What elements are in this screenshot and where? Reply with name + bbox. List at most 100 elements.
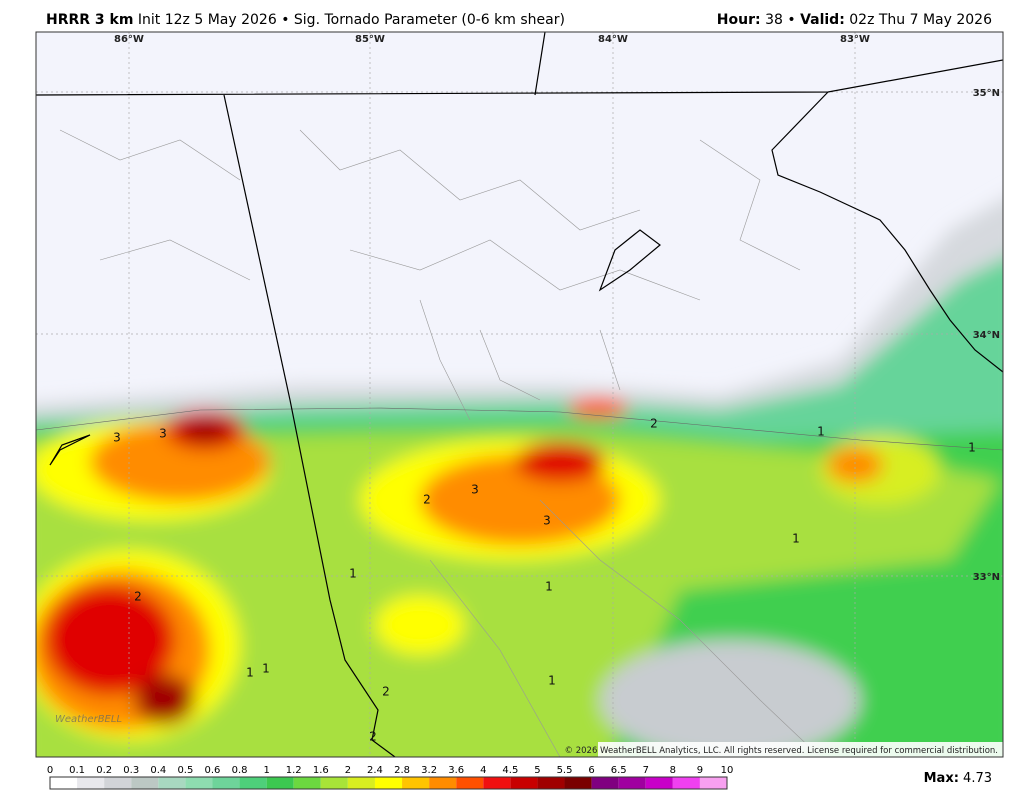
lat-label: 35°N [973,88,1000,99]
contour-label: 2 [650,417,658,431]
colorbar-swatch [50,777,78,789]
colorbar-tick-label: 0.3 [123,765,139,776]
contour-label: 3 [113,431,121,445]
contour-label: 3 [471,483,479,497]
colorbar-swatch [347,777,375,789]
lon-label: 83°W [840,34,870,45]
max-value: 4.73 [963,771,992,786]
colorbar-swatch [239,777,267,789]
state-borders [36,32,1003,757]
colorbar-tick-label: 2.8 [394,765,410,776]
colorbar-swatch [483,777,511,789]
colorbar-tick-label: 4.5 [502,765,518,776]
colorbar-tick-label: 0.1 [69,765,85,776]
separator: • [787,12,795,28]
colorbar-swatch [672,777,700,789]
colorbar-swatch [212,777,240,789]
colorbar-swatch [591,777,619,789]
colorbar-tick-label: 0.4 [150,765,166,776]
max-label: Max: [924,771,959,786]
header-left: HRRR 3 km Init 12z 5 May 2026 • Sig. Tor… [46,12,565,28]
colorbar-tick-label: 0.6 [205,765,221,776]
map-frame [35,31,1004,758]
contour-label: 2 [369,730,377,744]
colorbar-tick-label: 2.4 [367,765,383,776]
hour: 38 [765,12,783,28]
colorbar-swatch [320,777,348,789]
contour-label: 2 [134,590,142,604]
contour-label: 1 [246,666,254,680]
colorbar-tick-label: 6.5 [611,765,627,776]
product: Sig. Tornado Parameter (0-6 km shear) [294,12,565,28]
colorbar-tick-label: 3.2 [421,765,437,776]
max: Max: 4.73 [924,771,992,786]
init: Init 12z 5 May 2026 [138,12,277,28]
colorbar-swatch [564,777,592,789]
colorbar-tick-label: 1 [263,765,269,776]
colorbar-tick-label: 0 [47,765,53,776]
colorbar-swatch [429,777,457,789]
colorbar-tick-label: 4 [480,765,486,776]
colorbar-swatch [402,777,430,789]
separator: • [281,12,289,28]
colorbar-swatch [293,777,321,789]
colorbar: 0 0.1 0.2 0.3 0.4 0.5 0.6 0.8 1 1.2 1.6 2 2.4 2.8 3.2 3… [47,765,734,790]
colorbar-swatch [699,777,727,789]
contour-label: 2 [423,493,431,507]
valid: 02z Thu 7 May 2026 [849,12,992,28]
colorbar-tick-label: 1.6 [313,765,329,776]
colorbar-tick-label: 10 [721,765,734,776]
lat-label: 34°N [973,330,1000,341]
county-lines [36,129,1003,757]
colorbar-swatch [266,777,294,789]
valid-label: Valid: [800,12,845,28]
colorbar-tick-label: 6 [588,765,594,776]
colorbar-swatch [618,777,646,789]
contour-labels: 3 3 2 3 3 2 1 1 1 2 1 1 1 1 1 2 2 [113,417,976,744]
lat-label: 33°N [973,572,1000,583]
lon-label: 85°W [355,34,385,45]
colorbar-tick-label: 5 [534,765,540,776]
model: HRRR 3 km [46,12,133,28]
contour-label: 3 [543,514,551,528]
colorbar-tick-label: 0.5 [177,765,193,776]
contour-label: 1 [545,580,553,594]
contour-label: 1 [817,425,825,439]
colorbar-swatch [185,777,213,789]
colorbar-swatch [131,777,159,789]
colorbar-tick-label: 1.2 [286,765,302,776]
header-right: Hour: 38 • Valid: 02z Thu 7 May 2026 [717,12,992,28]
colorbar-swatch [158,777,186,789]
watermark: WeatherBELL [55,714,122,725]
contour-label: 1 [792,532,800,546]
colorbar-swatch [374,777,403,789]
map: 3 3 2 3 3 2 1 1 1 2 1 1 1 1 1 2 2 Weathe… [36,32,1003,757]
contour-label: 2 [382,685,390,699]
colorbar-tick-label: 3.6 [448,765,464,776]
lon-label: 86°W [114,34,144,45]
colorbar-swatch [77,777,105,789]
colorbar-frame [49,776,728,790]
colorbar-tick-label: 0.8 [232,765,248,776]
colorbar-tick-label: 2 [345,765,351,776]
colorbar-tick-label: 7 [643,765,649,776]
contour-label: 3 [159,427,167,441]
contour-label: 1 [968,441,976,455]
colorbar-swatch [510,777,538,789]
colorbar-tick-label: 9 [697,765,703,776]
colorbar-tick-label: 5.5 [557,765,573,776]
contour-label: 1 [262,662,270,676]
lon-label: 84°W [598,34,628,45]
contour-label: 1 [349,567,357,581]
graticule [36,32,1003,757]
hour-label: Hour: [717,12,761,28]
colorbar-swatch [645,777,673,789]
shading [36,199,1003,757]
copyright-box [598,742,1003,757]
colorbar-tick-label: 0.2 [96,765,112,776]
colorbar-tick-label: 8 [670,765,676,776]
colorbar-swatch [537,777,565,789]
colorbar-swatch [456,777,484,789]
